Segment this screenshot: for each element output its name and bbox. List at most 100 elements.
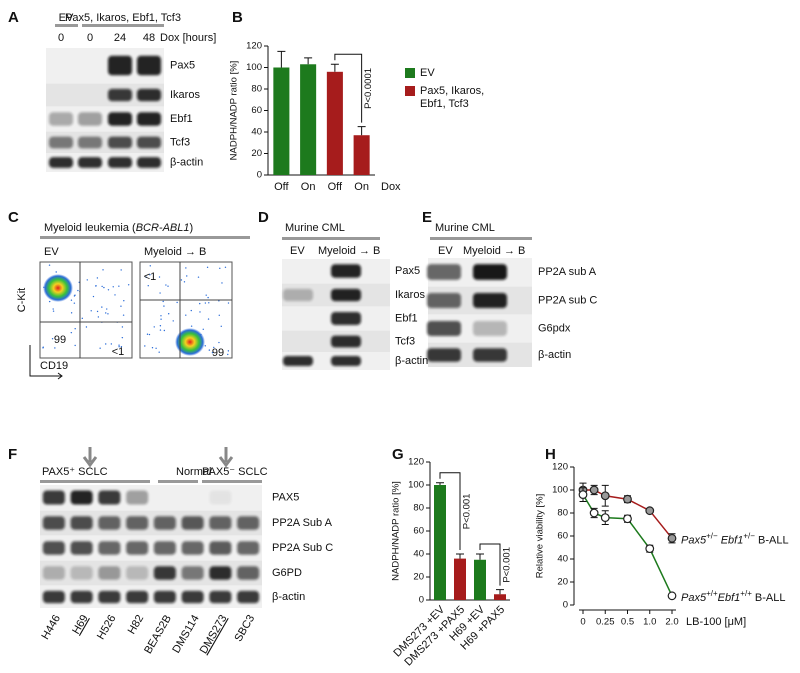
event-dot [158,276,161,278]
panel-title: Murine CML [435,222,495,234]
band [42,590,65,604]
event-dot [221,282,223,284]
row-label: Tcf3 [395,335,415,347]
event-dot [52,310,55,312]
band [49,136,73,149]
event-dot [197,276,200,278]
panel-title: Murine CML [285,222,345,234]
genotype: +/+ [706,588,718,597]
x-tick-label: 0 [580,617,585,628]
x-axis-label: LB-100 [μM] [686,616,746,628]
error-bar [436,482,444,485]
y-tick-label: 60 [251,105,262,116]
event-dot [205,294,207,296]
event-dot [85,326,88,328]
band [42,490,65,505]
event-dot [183,281,186,283]
marker [645,506,655,516]
bar [454,558,466,600]
event-dot [160,315,162,317]
quadrant-value: 99 [54,334,66,346]
group-label: EV [59,12,74,24]
event-dot [90,310,92,312]
event-dot [122,314,125,316]
y-tick-label: 80 [557,508,568,519]
gene: Pax5 [681,534,707,546]
event-dot [144,345,146,347]
row-label: β-actin [272,591,305,603]
event-dot [123,300,125,302]
band [427,320,461,337]
band [331,312,361,325]
event-dot [208,302,210,304]
row-label: Ebf1 [170,113,193,125]
event-dot [199,311,201,313]
event-dot [158,351,160,353]
band [427,348,461,362]
row-label: Ikaros [395,289,425,301]
band [42,516,65,530]
band [78,157,102,168]
x-tick-label: On [301,181,316,193]
lane-label: H69 [70,613,90,636]
marker [645,544,655,554]
gene: Pax5 [681,592,707,604]
x-tick-label: 0.25 [596,617,615,628]
lane-label: EV [290,245,305,257]
band [70,516,93,530]
y-tick-label: 60 [413,526,424,537]
band [98,590,121,604]
event-dot [51,338,54,340]
event-dot [167,313,170,315]
x-tick-label: 2.0 [665,617,678,628]
y-tick-label: 120 [408,457,424,468]
event-dot [180,279,183,281]
genotype: +/− [743,531,755,540]
event-dot [227,302,230,304]
header-bar [430,237,532,240]
event-dot [81,317,84,320]
band [126,490,149,505]
event-dot [224,266,227,268]
event-dot [162,300,164,303]
band [126,566,149,580]
title-part: ) [190,222,194,234]
lane-label: Myeloid → B [318,245,380,257]
row-label: β-actin [538,349,571,361]
event-dot [186,275,188,277]
plot-title: Myeloid → B [144,246,206,258]
y-tick-label: 20 [413,572,424,583]
marker [667,591,677,601]
event-dot [202,328,204,330]
gene: Ebf1 [721,534,744,546]
header-bar [55,24,78,27]
row-label: PP2A sub C [538,294,597,306]
band [108,136,132,149]
lane-label: Myeloid → B [463,245,525,257]
event-dot [86,279,88,281]
quadrant-value: 99 [212,347,224,359]
band [473,348,507,362]
band [49,112,73,126]
marker [589,508,599,518]
header-bar [82,24,164,27]
band [181,590,204,604]
bar [326,71,343,175]
x-tick-label: Off [328,181,343,193]
lane-label: 0 [87,32,93,44]
event-dot [167,285,169,287]
event-dot [176,301,178,304]
band [209,516,232,530]
event-dot [101,285,103,288]
group-label: Pax5, Ikaros, Ebf1, Tcf3 [65,12,181,24]
annotation: P<0.001 [462,494,473,530]
marker [623,494,632,504]
event-dot [107,313,109,315]
event-dot [103,286,105,289]
bracket [334,53,363,123]
band [331,288,361,302]
group-label: Normal [176,466,211,478]
lane-label: 24 [114,32,126,44]
band [181,516,204,530]
row-label: β-actin [170,156,203,168]
